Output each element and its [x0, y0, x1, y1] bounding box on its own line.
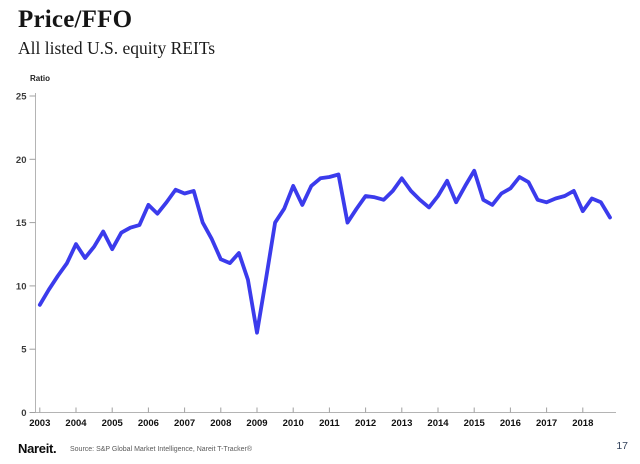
y-axis-tick-label: 25 [16, 92, 27, 103]
y-axis-tick-label: 5 [21, 345, 27, 356]
x-axis-tick-label: 2003 [29, 418, 50, 429]
x-axis-tick-label: 2011 [319, 418, 340, 429]
x-axis-tick-label: 2006 [138, 418, 159, 429]
x-axis-tick-label: 2007 [174, 418, 195, 429]
x-axis-tick-label: 2016 [500, 418, 521, 429]
y-axis-tick-label: 20 [16, 155, 27, 166]
x-axis-tick-label: 2014 [427, 418, 449, 429]
price-ffo-series-line [37, 168, 612, 335]
x-axis-tick-label: 2018 [572, 418, 593, 429]
x-axis-tick-label: 2004 [65, 418, 87, 429]
x-axis-tick-label: 2012 [355, 418, 376, 429]
source-attribution: Source: S&P Global Market Intelligence, … [70, 446, 253, 453]
x-axis-tick-label: 2010 [283, 418, 304, 429]
nareit-logo: Nareit. [18, 441, 57, 456]
x-axis-tick-label: 2013 [391, 418, 412, 429]
x-axis-tick-label: 2017 [536, 418, 557, 429]
x-axis-tick-label: 2008 [210, 418, 231, 429]
page-subtitle: All listed U.S. equity REITs [18, 38, 216, 58]
x-axis-tick-label: 2009 [246, 418, 267, 429]
y-axis-tick-label: 15 [16, 218, 27, 229]
y-axis-tick-label: 10 [16, 281, 27, 292]
page-title: Price/FFO [18, 6, 133, 33]
x-axis-tick-label: 2005 [102, 418, 124, 429]
x-axis-tick-label: 2015 [464, 418, 486, 429]
y-axis-tick-label: 0 [21, 408, 26, 419]
y-axis-title: Ratio [30, 74, 50, 83]
page-number: 17 [616, 440, 628, 452]
